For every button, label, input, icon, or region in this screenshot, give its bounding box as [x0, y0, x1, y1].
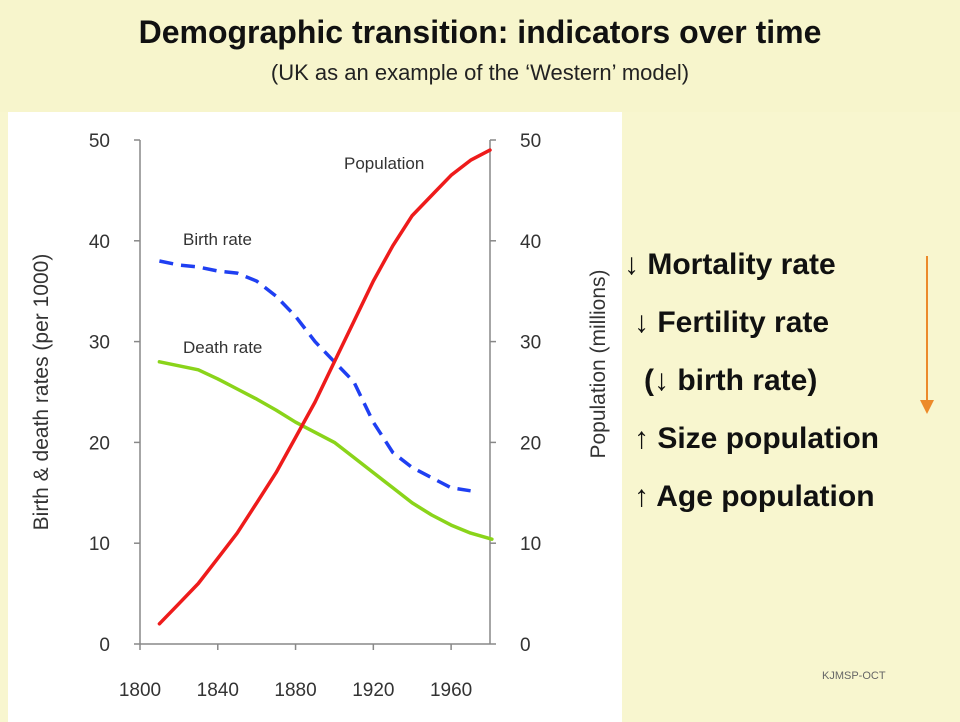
slide-header: Demographic transition: indicators over …	[0, 0, 960, 112]
series-line-population	[157, 148, 492, 626]
series-line-death-rate	[157, 360, 494, 541]
right-axis-title: Population (millions)	[587, 269, 610, 458]
series-label-population: Population	[344, 154, 424, 173]
left-tick-label: 0	[99, 635, 110, 656]
x-tick-label: 1880	[274, 680, 316, 701]
left-tick-label: 40	[89, 232, 110, 253]
left-tick-label: 10	[89, 534, 110, 555]
series-label-birth-rate: Birth rate	[183, 230, 252, 249]
indicator-mortality: ↓ Mortality rate	[624, 248, 836, 281]
chart-series	[157, 148, 494, 626]
indicator-age-population: ↑ Age population	[634, 480, 875, 513]
x-tick-label: 1920	[352, 680, 394, 701]
x-tick-label: 1960	[430, 680, 472, 701]
right-tick-label: 40	[520, 232, 541, 253]
credit-text: KJMSP-OCT	[822, 670, 886, 682]
indicator-size-population: ↑ Size population	[634, 422, 879, 455]
indicator-birth-rate: (↓ birth rate)	[644, 364, 818, 397]
slide-subtitle: (UK as an example of the ‘Western’ model…	[270, 60, 690, 85]
series-line-birth-rate	[159, 259, 471, 493]
indicator-fertility: ↓ Fertility rate	[634, 306, 830, 339]
demographic-chart: 0 10 20 30 40 50 0 10 20 30 40 50 1800 1840 1880 1920 19…	[30, 131, 610, 701]
left-axis-title: Birth & death rates (per 1000)	[30, 254, 53, 531]
slide-title: Demographic transition: indicators over …	[138, 14, 822, 50]
indicators-panel: ↓ Mortality rate ↓ Fertility rate (↓ bir…	[622, 112, 960, 722]
right-tick-label: 0	[520, 635, 531, 656]
chart-panel: 0 10 20 30 40 50 0 10 20 30 40 50 1800 1840 1880 1920 19…	[8, 112, 622, 722]
chart-axes: 0 10 20 30 40 50 0 10 20 30 40 50 1800 1840 1880 1920 19…	[30, 131, 610, 701]
left-tick-label: 30	[89, 333, 110, 354]
series-label-death-rate: Death rate	[183, 338, 262, 357]
chart-labels: Birth rate Death rate Population	[183, 154, 424, 357]
right-tick-label: 20	[520, 433, 541, 454]
left-tick-label: 50	[89, 131, 110, 152]
trend-down-arrow-icon	[920, 256, 934, 414]
right-tick-label: 10	[520, 534, 541, 555]
x-tick-label: 1840	[197, 680, 239, 701]
right-tick-label: 50	[520, 131, 541, 152]
left-tick-label: 20	[89, 433, 110, 454]
x-tick-label: 1800	[119, 680, 161, 701]
right-tick-label: 30	[520, 333, 541, 354]
